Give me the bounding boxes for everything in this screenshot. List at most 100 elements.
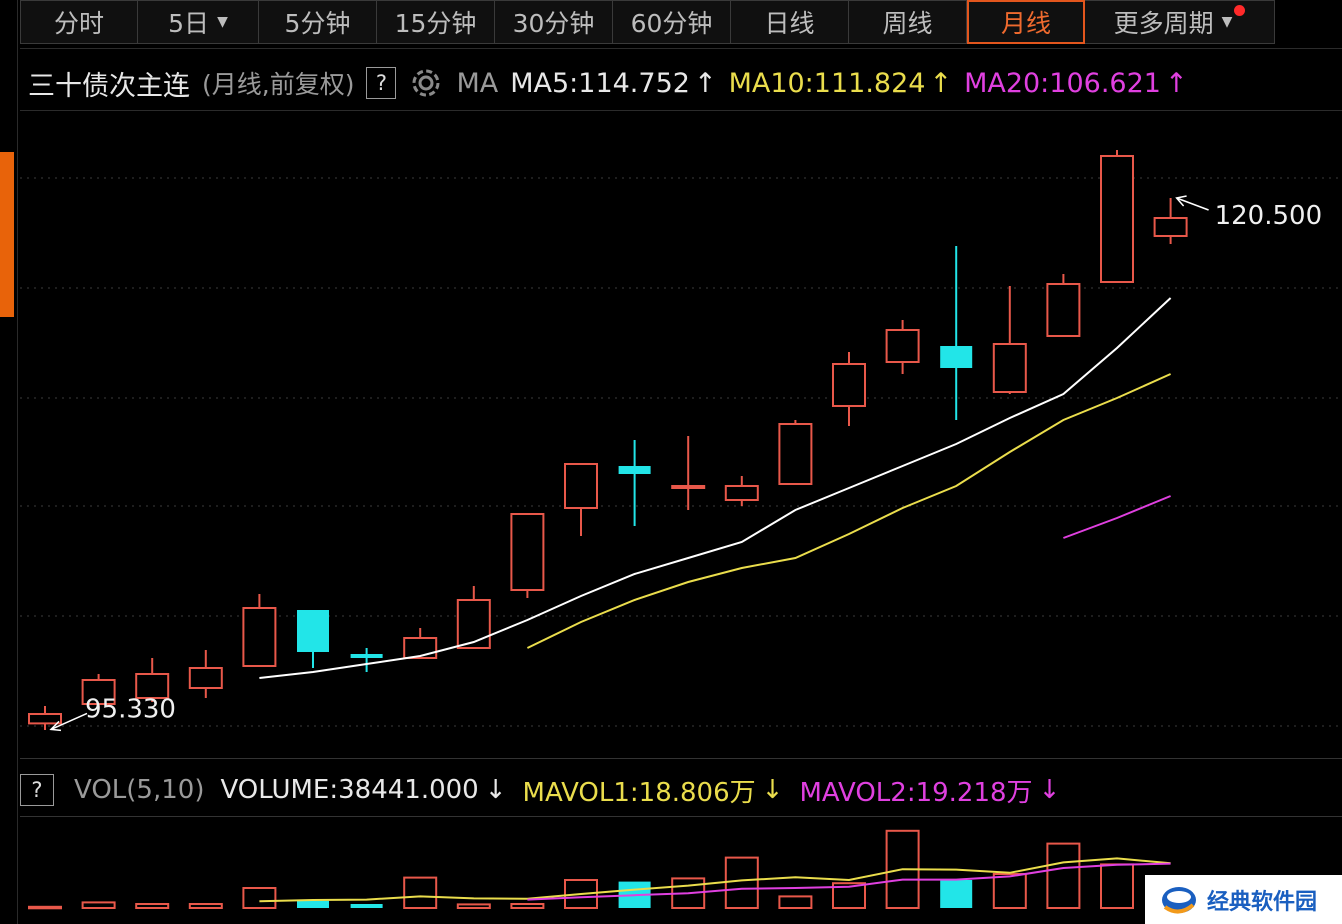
watermark-text: 经典软件园 — [1207, 889, 1318, 915]
chart-mode: (月线,前复权) — [202, 70, 355, 99]
chevron-down-icon: ▼ — [1221, 14, 1233, 30]
annotation-arrow — [1176, 197, 1209, 211]
tab-15min[interactable]: 15分钟 — [377, 0, 495, 44]
arrow-up-icon: ↑ — [1164, 67, 1188, 99]
tab-fenshi[interactable]: 分时 — [20, 0, 138, 44]
notification-dot — [1234, 4, 1246, 16]
annotation-arrowhead — [1175, 195, 1187, 207]
volume-bar — [1100, 863, 1134, 909]
arrow-up-icon: ↑ — [693, 67, 717, 99]
candle-body — [724, 485, 759, 501]
contract-name: 三十债次主连 — [28, 70, 190, 102]
annotation-arrow — [50, 712, 88, 731]
chevron-down-icon: ▼ — [217, 14, 228, 30]
candle-body — [81, 679, 116, 705]
candle-body — [940, 346, 973, 368]
volume-bar — [297, 900, 329, 908]
candle-body — [671, 485, 706, 489]
tab-5min[interactable]: 5分钟 — [259, 0, 377, 44]
high-price-label: 120.500 — [1215, 201, 1323, 231]
tab-daily[interactable]: 日线 — [731, 0, 849, 44]
ma20-value: MA20:106.621 — [964, 67, 1161, 99]
tab-more-periods[interactable]: 更多周期 ▼ — [1085, 0, 1275, 44]
arrow-down-icon: ↓ — [1038, 775, 1061, 805]
tab-label: 15分钟 — [394, 9, 477, 38]
candle-body — [618, 466, 651, 474]
volume-bar — [724, 856, 759, 909]
gear-icon[interactable] — [408, 65, 444, 101]
tab-label: 30分钟 — [512, 9, 595, 38]
mavol1-value: MAVOL1:18.806万 — [522, 777, 756, 808]
candle-body — [778, 423, 813, 485]
volume-bar — [28, 905, 62, 910]
tab-5day[interactable]: 5日 ▼ — [138, 0, 259, 44]
volume-bar — [992, 873, 1027, 909]
volume-indicator-bar: ? VOL(5,10) VOLUME:38441.000 ↓ MAVOL1:18… — [20, 770, 1060, 810]
volume-bar — [350, 904, 383, 908]
volume-ma-lines — [259, 857, 1171, 903]
tab-label: 周线 — [882, 9, 933, 38]
candle-body — [1046, 283, 1081, 337]
ma10-line — [526, 373, 1172, 649]
volume-bar — [81, 901, 116, 910]
ma10-value: MA10:111.824 — [728, 67, 926, 99]
watermark-logo-icon — [1162, 886, 1196, 913]
help-button[interactable]: ? — [366, 67, 397, 99]
low-price-label: 95.330 — [85, 694, 176, 724]
ma-lines — [259, 297, 1172, 679]
arrow-down-icon: ↓ — [761, 775, 784, 805]
volume-chart[interactable] — [0, 816, 1342, 924]
ma5-value: MA5:114.752 — [510, 67, 690, 99]
candles — [28, 150, 1188, 730]
volume-bar — [778, 895, 813, 910]
candle-body — [350, 654, 383, 658]
watermark: 经典软件园 — [1145, 875, 1342, 924]
tab-30min[interactable]: 30分钟 — [495, 0, 613, 44]
period-tabbar: 分时 5日 ▼ 5分钟 15分钟 30分钟 60分钟 日线 周线 月线 更多周期 ▼ — [20, 0, 1275, 46]
volume-bars — [28, 829, 1188, 910]
volume-bar — [940, 880, 973, 908]
tab-label: 日线 — [764, 9, 815, 38]
volume-help-button[interactable]: ? — [20, 774, 54, 806]
candle-body — [135, 673, 170, 699]
candle-body — [1100, 155, 1134, 283]
candle-body — [297, 610, 329, 652]
volume-bar — [188, 903, 223, 909]
price-chart[interactable]: 95.330 120.500 — [0, 110, 1342, 770]
candle-body — [510, 513, 545, 591]
indicator-bar: 三十债次主连 (月线,前复权) ? MA MA5:114.752 ↑ MA10:… — [28, 62, 1188, 104]
tab-60min[interactable]: 60分钟 — [613, 0, 731, 44]
volume-bar — [1046, 842, 1081, 910]
candle-body — [885, 329, 920, 363]
tab-label: 更多周期 — [1113, 9, 1214, 38]
price-annotations: 95.330 120.500 — [49, 195, 1323, 732]
left-rail — [0, 0, 18, 924]
rail-accent[interactable] — [0, 152, 14, 317]
tab-label: 60分钟 — [630, 9, 713, 38]
candle-body — [1153, 217, 1188, 237]
candle-body — [188, 667, 223, 689]
divider — [20, 816, 1342, 817]
price-grid — [20, 177, 1342, 727]
candle-body — [456, 599, 491, 649]
candle-body — [28, 713, 62, 725]
candle-body — [564, 463, 598, 509]
candle-body — [832, 363, 866, 407]
tab-monthly[interactable]: 月线 — [967, 0, 1085, 44]
divider — [20, 110, 1342, 111]
ma5-line — [259, 297, 1172, 679]
arrow-down-icon: ↓ — [484, 775, 507, 805]
tab-weekly[interactable]: 周线 — [849, 0, 967, 44]
arrow-up-icon: ↑ — [929, 67, 953, 99]
divider — [20, 48, 1342, 49]
volume-bar — [510, 903, 545, 909]
tab-label: 5日 — [168, 9, 210, 38]
tab-label: 分时 — [53, 9, 104, 38]
volume-bar — [242, 887, 277, 909]
mavol2-value: MAVOL2:19.218万 — [799, 777, 1033, 808]
candle-body — [242, 607, 277, 667]
ma20-line — [1063, 495, 1171, 539]
mavol2-line — [527, 862, 1171, 901]
divider — [20, 758, 1342, 759]
